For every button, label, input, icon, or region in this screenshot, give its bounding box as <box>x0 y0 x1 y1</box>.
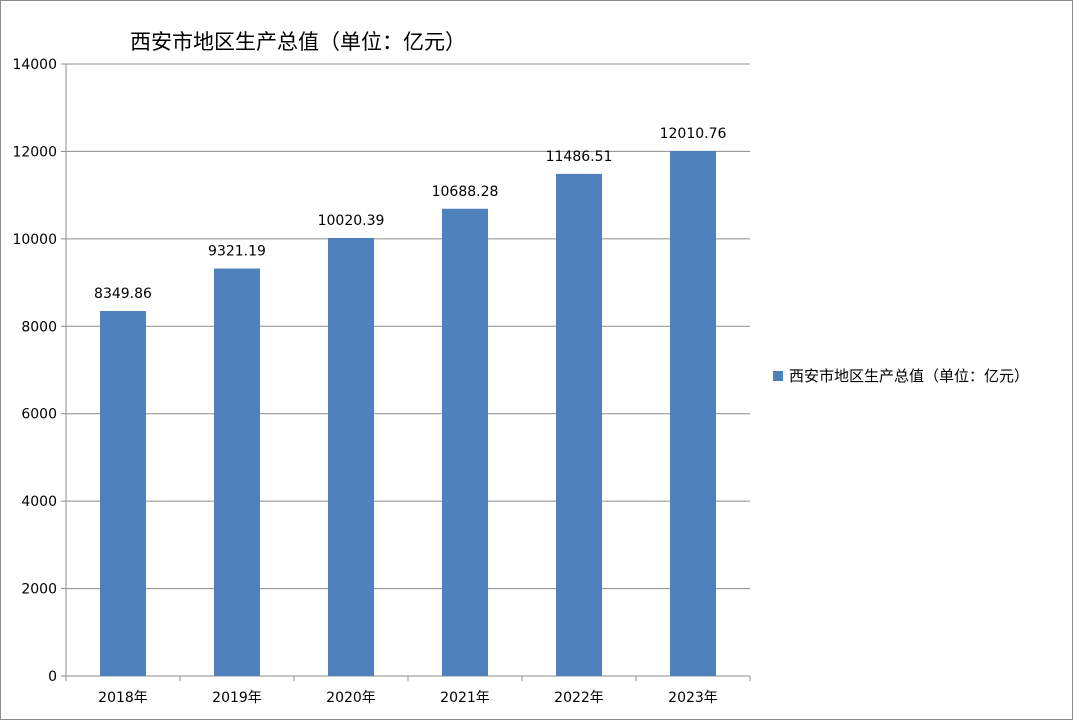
x-tick-label: 2022年 <box>554 690 604 706</box>
x-tick-label: 2019年 <box>212 690 262 706</box>
bar <box>556 173 602 676</box>
y-tick-label: 6000 <box>21 407 57 423</box>
y-tick-label: 2000 <box>21 582 57 598</box>
bar <box>670 150 716 677</box>
legend-swatch <box>773 370 783 381</box>
bar <box>442 208 488 676</box>
x-tick-label: 2023年 <box>668 690 718 706</box>
data-label: 12010.76 <box>660 126 727 142</box>
x-tick-label: 2018年 <box>98 690 148 706</box>
data-label: 10688.28 <box>432 184 499 200</box>
y-tick-label: 12000 <box>12 144 57 160</box>
data-label: 10020.39 <box>318 213 385 229</box>
data-label: 11486.51 <box>546 149 613 165</box>
y-tick-label: 14000 <box>12 57 57 73</box>
x-tick-label: 2020年 <box>326 690 376 706</box>
legend: 西安市地区生产总值（单位：亿元） <box>773 365 1029 386</box>
bar <box>100 310 146 676</box>
bar <box>214 268 260 676</box>
x-tick-label: 2021年 <box>440 690 490 706</box>
y-tick-label: 10000 <box>12 232 57 248</box>
y-tick-label: 8000 <box>21 319 57 335</box>
chart-title: 西安市地区生产总值（单位：亿元） <box>130 30 466 54</box>
data-label: 8349.86 <box>94 286 152 302</box>
legend-label: 西安市地区生产总值（单位：亿元） <box>789 367 1030 385</box>
bar <box>328 237 374 676</box>
data-label: 9321.19 <box>208 244 266 260</box>
y-tick-label: 4000 <box>21 494 57 510</box>
y-tick-label: 0 <box>48 669 57 685</box>
